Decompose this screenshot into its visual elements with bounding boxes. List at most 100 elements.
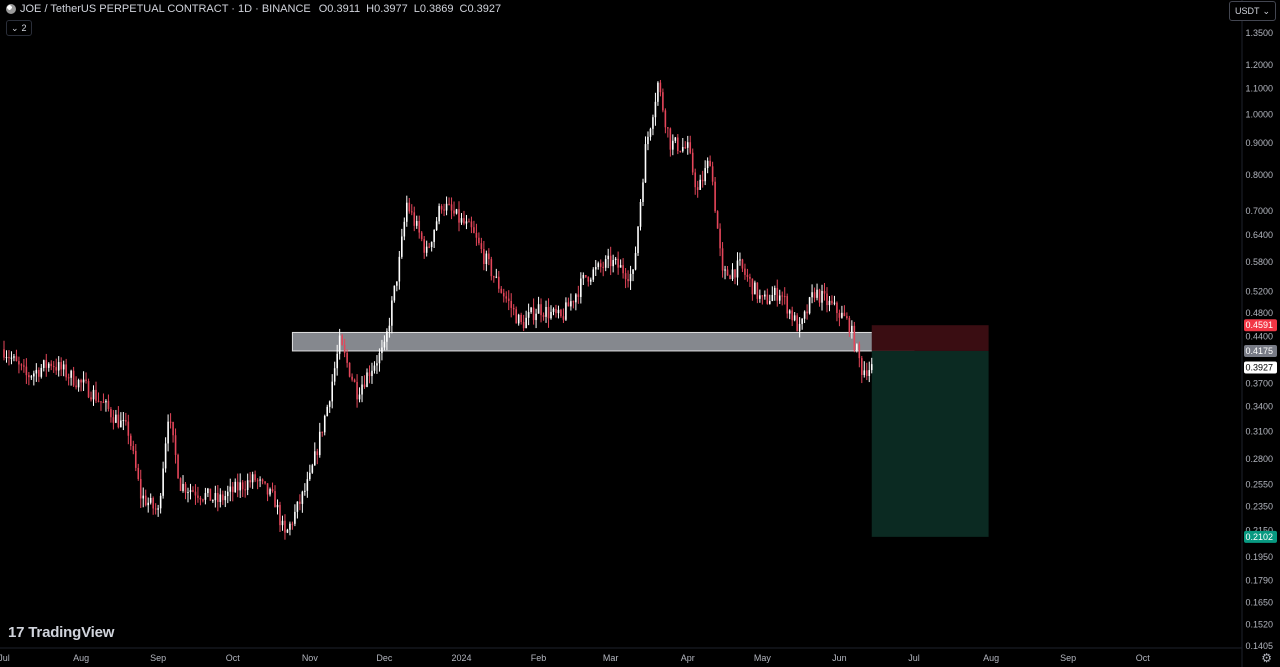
candle-body: [778, 295, 781, 301]
candle-body: [455, 209, 458, 214]
candle-body: [246, 480, 249, 490]
candle-body: [868, 370, 871, 377]
candle-body: [70, 370, 72, 378]
candle-body: [552, 308, 555, 312]
candle-body: [296, 501, 299, 512]
currency-button[interactable]: USDT ⌄: [1228, 1, 1276, 21]
price-tick-label: 0.3400: [1245, 402, 1273, 412]
candle-body: [659, 82, 662, 93]
candle-body: [801, 318, 803, 324]
candle-body: [194, 491, 197, 496]
candle-body: [550, 311, 552, 319]
candle-body: [488, 253, 490, 260]
candle-body: [443, 209, 445, 211]
ohlc-values: O0.3911 H0.3977 L0.3869 C0.3927: [319, 3, 501, 15]
tradingview-logo[interactable]: 17 TradingView: [8, 624, 114, 641]
candle-body: [326, 406, 329, 416]
candle-body: [769, 300, 771, 304]
candle-body: [172, 421, 174, 436]
candle-body: [517, 314, 520, 324]
candle-body: [169, 421, 172, 423]
candle-body: [162, 468, 164, 496]
candle-body: [580, 278, 582, 297]
candle-body: [838, 313, 841, 318]
candle-body: [681, 147, 684, 152]
price-tick-label: 0.5800: [1245, 257, 1273, 267]
candle-body: [806, 311, 808, 314]
candle-body: [95, 389, 97, 401]
candle-body: [281, 520, 284, 526]
price-tick-label: 1.3500: [1245, 28, 1273, 38]
candle-body: [781, 295, 784, 297]
candle-body: [612, 260, 614, 267]
candle-body: [532, 307, 535, 321]
candle-body: [502, 292, 505, 297]
time-tick-label: Nov: [302, 653, 319, 663]
candle-body: [589, 279, 592, 282]
candle-body: [793, 315, 796, 321]
time-tick-label: May: [754, 653, 772, 663]
candle-body: [846, 316, 848, 319]
time-tick-label: Oct: [1136, 653, 1151, 663]
candle-body: [13, 356, 15, 358]
candle-body: [204, 493, 207, 500]
price-tick-label: 0.3100: [1245, 427, 1273, 437]
price-tick-label: 0.5200: [1245, 286, 1273, 296]
candle-body: [386, 331, 388, 342]
candle-body: [843, 312, 846, 317]
candle-body: [144, 495, 147, 506]
candle-body: [40, 367, 43, 377]
price-tick-label: 0.7000: [1245, 206, 1273, 216]
currency-label: USDT: [1234, 6, 1260, 16]
candle-body: [865, 370, 868, 377]
candle-body: [776, 287, 779, 301]
candle-body: [458, 209, 460, 223]
candle-body: [269, 489, 271, 495]
time-tick-label: Apr: [681, 653, 695, 663]
indicators-count: 2: [21, 23, 27, 33]
price-tick-label: 0.6400: [1245, 230, 1273, 240]
candle-body: [401, 236, 403, 257]
price-tick-label: 0.2800: [1245, 454, 1273, 464]
low-value: L0.3869: [413, 3, 454, 15]
candle-body: [619, 265, 622, 268]
candle-body: [527, 312, 530, 318]
candle-body: [224, 496, 227, 501]
candle-body: [35, 369, 38, 374]
candle-body: [669, 128, 672, 150]
candle-body: [92, 389, 95, 400]
candle-body: [657, 82, 659, 102]
candle-body: [751, 278, 754, 295]
symbol-title[interactable]: JOE / TetherUS PERPETUAL CONTRACT · 1D ·…: [20, 3, 311, 15]
candle-body: [142, 495, 145, 499]
candle-body: [42, 360, 45, 368]
stop-price-label-bg: [1244, 319, 1277, 332]
candle-body: [154, 508, 157, 510]
price-tick-label: 0.1405: [1245, 641, 1273, 651]
candle-body: [592, 269, 595, 280]
symbol-icon[interactable]: [6, 4, 16, 14]
settings-icon[interactable]: ⚙: [1261, 651, 1272, 665]
candle-body: [87, 380, 90, 398]
candle-body: [542, 315, 545, 317]
indicators-toggle[interactable]: ⌄ 2: [6, 20, 32, 36]
candle-body: [679, 150, 682, 152]
candle-body: [371, 370, 373, 377]
time-tick-label: Jun: [832, 653, 847, 663]
candle-body: [709, 160, 711, 167]
candle-body: [507, 298, 510, 301]
candle-body: [505, 296, 508, 299]
candle-body: [65, 364, 67, 378]
candle-body: [415, 220, 418, 226]
candle-body: [729, 275, 731, 280]
price-tick-label: 0.2150: [1245, 526, 1273, 536]
candle-body: [470, 221, 473, 228]
candle-body: [764, 294, 766, 297]
candle-body: [311, 465, 314, 473]
candle-body: [373, 365, 376, 371]
candle-body: [632, 269, 634, 274]
candle-body: [460, 218, 463, 223]
candle-body: [870, 364, 873, 371]
candle-body: [450, 204, 453, 211]
